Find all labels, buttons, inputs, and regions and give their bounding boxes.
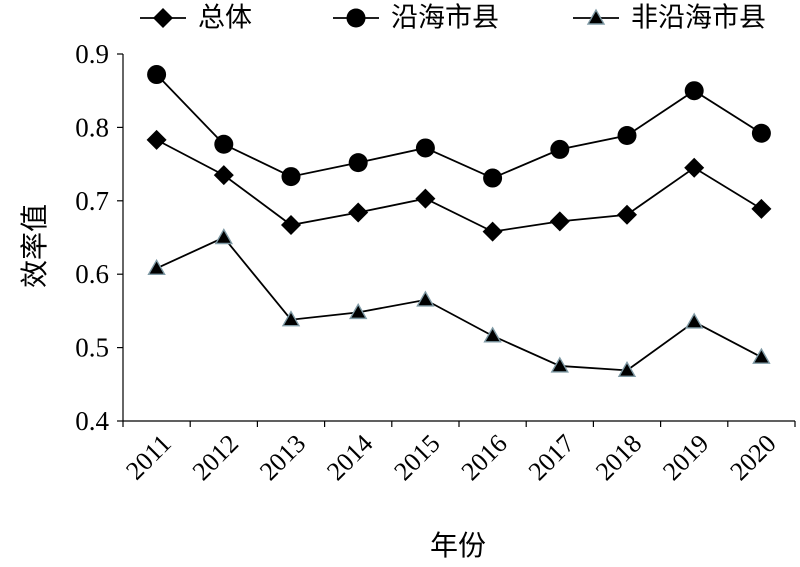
series-2 (147, 228, 771, 378)
x-tick-label: 2017 (523, 429, 580, 486)
legend-marker (586, 8, 606, 25)
data-point (617, 204, 637, 225)
data-point (146, 129, 167, 150)
x-tick-label: 2019 (657, 429, 714, 486)
legend-marker (153, 8, 173, 28)
data-point (617, 125, 637, 145)
x-tick-label: 2016 (456, 429, 513, 486)
data-point (281, 215, 301, 236)
data-point (348, 302, 368, 320)
x-tick-label: 2013 (254, 429, 311, 486)
series-0 (146, 129, 772, 242)
data-point (617, 360, 637, 378)
data-point (415, 188, 436, 209)
series-line (155, 73, 762, 180)
x-tick-label: 2018 (590, 429, 647, 486)
legend: 总体 沿海市县 非沿海市县 (140, 3, 766, 34)
legend-label: 总体 (198, 3, 252, 34)
data-point (483, 326, 502, 343)
y-tick-label: 0.8 (75, 112, 109, 142)
series-layer (146, 65, 772, 378)
data-point (147, 65, 167, 85)
series-1 (147, 65, 771, 188)
data-point (483, 168, 503, 188)
data-point (549, 211, 570, 232)
data-point (416, 290, 435, 307)
data-point (348, 153, 368, 173)
data-point (482, 221, 503, 242)
data-point (550, 139, 570, 159)
y-tick-label: 0.5 (75, 333, 109, 363)
legend-item: 沿海市县 (333, 3, 499, 34)
y-axis-title: 效率值 (18, 204, 51, 288)
data-point (751, 123, 771, 143)
data-point (281, 310, 301, 327)
legend-label: 沿海市县 (391, 3, 499, 34)
y-tick-label: 0.6 (75, 259, 109, 289)
legend-item: 总体 (140, 3, 252, 34)
x-tick-label: 2011 (120, 429, 177, 486)
data-point (684, 157, 705, 178)
data-point (348, 202, 369, 223)
y-tick-label: 0.4 (75, 406, 109, 436)
x-tick-label: 2020 (724, 429, 781, 486)
data-point (281, 167, 301, 187)
x-tick-label: 2014 (321, 429, 378, 486)
y-tick-label: 0.9 (75, 39, 109, 69)
data-point (684, 312, 704, 329)
x-axis-title: 年份 (430, 529, 486, 562)
x-tick-label: 2015 (388, 429, 445, 486)
data-point (751, 198, 772, 219)
data-point (214, 228, 234, 245)
x-tick-label: 2012 (187, 429, 244, 486)
data-point (415, 138, 435, 158)
legend-item: 非沿海市县 (573, 3, 766, 34)
series-line (156, 236, 762, 372)
legend-label: 非沿海市县 (631, 3, 766, 34)
data-point (213, 165, 234, 186)
data-point (752, 347, 771, 364)
data-point (684, 81, 704, 101)
data-point (214, 134, 234, 154)
legend-marker (346, 8, 366, 28)
data-point (550, 356, 570, 373)
data-point (147, 258, 166, 276)
y-tick-label: 0.7 (75, 186, 109, 216)
series-line (156, 139, 762, 233)
